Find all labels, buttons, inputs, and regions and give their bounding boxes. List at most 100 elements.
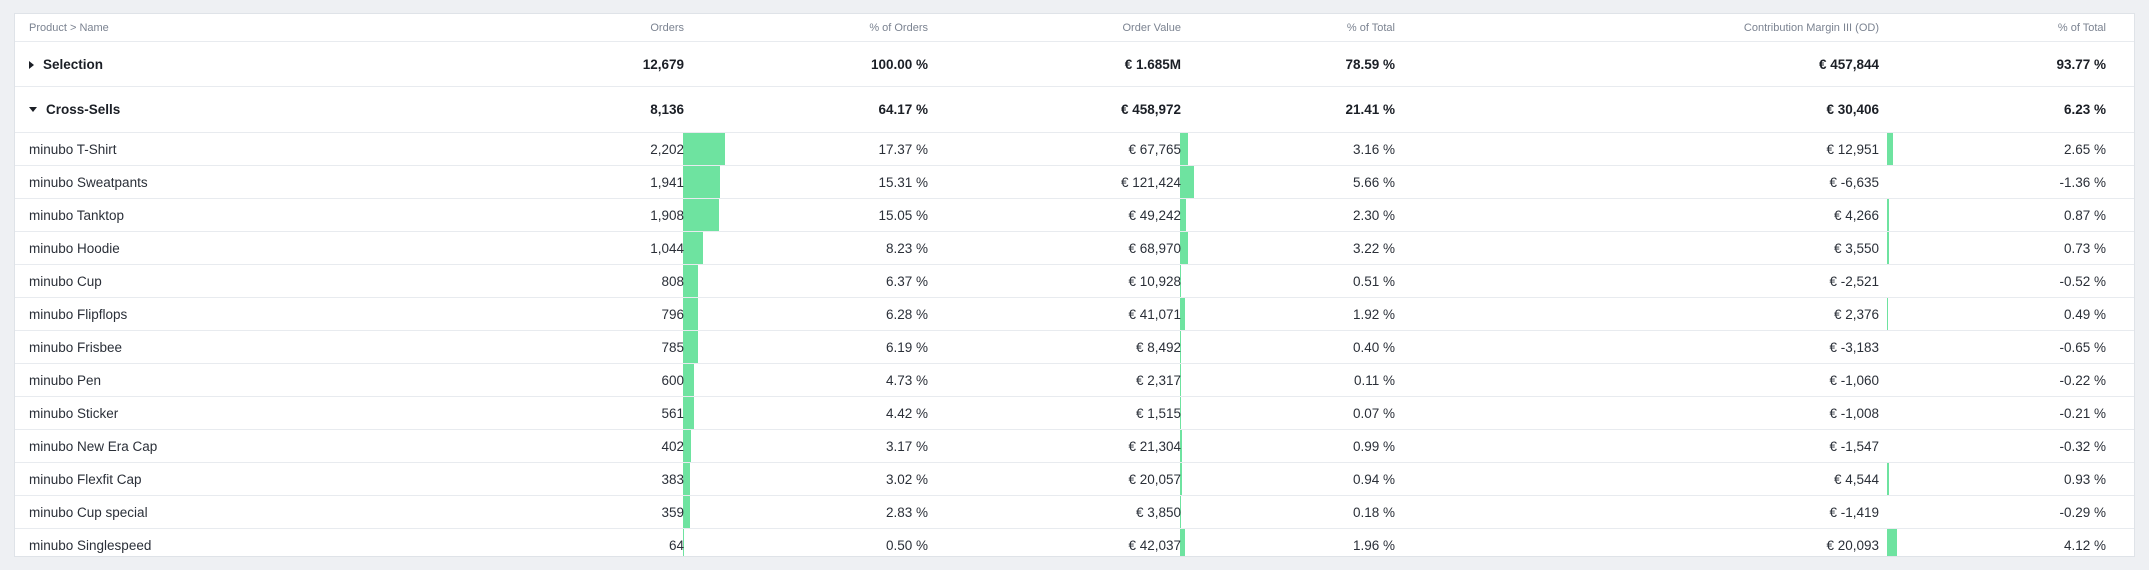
order-value-share-bar [1180, 166, 1194, 198]
table-row[interactable]: minubo Pen 600 4.73 % € 2,317 0.11 % € -1,060… [15, 364, 2134, 397]
product-name-cell: minubo Cup special [29, 504, 148, 520]
pct-orders-cell: 4.73 % [885, 372, 928, 388]
group-label: Cross-Sells [46, 102, 121, 117]
orders-share-bar [683, 364, 695, 396]
column-header-contribution-margin[interactable]: Contribution Margin III (OD) [1743, 21, 1879, 34]
order-value-cell: € 67,765 [1128, 141, 1181, 157]
orders-share-bar [683, 298, 699, 330]
table-row[interactable]: minubo Cup special 359 2.83 % € 3,850 0.18 %… [15, 496, 2134, 529]
pct-total-contribution-margin-cell: 0.49 % [2063, 306, 2106, 322]
pct-orders-cell: 8.23 % [885, 240, 928, 256]
table-row[interactable]: minubo Hoodie 1,044 8.23 % € 68,970 3.22 % € … [15, 232, 2134, 265]
orders-cell: 8,136 [650, 102, 684, 117]
pct-total-contribution-margin-cell: -0.65 % [2059, 339, 2106, 355]
order-value-cell: € 10,928 [1128, 273, 1181, 289]
pct-total-contribution-margin-cell: -0.21 % [2059, 405, 2106, 421]
orders-share-bar [683, 199, 720, 231]
contribution-margin-cell: € 12,951 [1826, 141, 1879, 157]
contribution-margin-share-bar [1887, 232, 1889, 264]
order-value-share-bar [1180, 199, 1186, 231]
product-name-cell: minubo Hoodie [29, 240, 120, 256]
column-header-pct-total-contribution-margin[interactable]: % of Total [2057, 21, 2106, 34]
column-header-name[interactable]: Product > Name [29, 21, 109, 34]
order-value-share-bar [1180, 430, 1183, 462]
pct-total-order-value-cell: 5.66 % [1352, 174, 1395, 190]
table-row[interactable]: minubo New Era Cap 402 3.17 % € 21,304 0.99 … [15, 430, 2134, 463]
table-row[interactable]: minubo Sweatpants 1,941 15.31 % € 121,424 5.… [15, 166, 2134, 199]
pct-total-contribution-margin-cell: 93.77 % [2056, 57, 2106, 72]
orders-share-bar [683, 529, 685, 556]
pct-total-contribution-margin-cell: 0.73 % [2063, 240, 2106, 256]
orders-cell: 1,908 [650, 207, 684, 223]
pct-orders-cell: 6.37 % [885, 273, 928, 289]
contribution-margin-share-bar [1887, 463, 1890, 495]
order-value-share-bar [1180, 529, 1185, 556]
pct-total-order-value-cell: 0.51 % [1352, 273, 1395, 289]
contribution-margin-cell: € -1,008 [1829, 405, 1879, 421]
order-value-cell: € 42,037 [1128, 537, 1181, 553]
contribution-margin-cell: € 20,093 [1826, 537, 1879, 553]
contribution-margin-cell: € -1,419 [1829, 504, 1879, 520]
orders-cell: 796 [661, 306, 684, 322]
pct-orders-cell: 15.05 % [878, 207, 928, 223]
pct-total-order-value-cell: 3.22 % [1352, 240, 1395, 256]
group-row-selection[interactable]: Selection 12,679 100.00 % € 1.685M 78.59 % € … [15, 43, 2134, 87]
pct-orders-cell: 4.42 % [885, 405, 928, 421]
pct-total-contribution-margin-cell: 2.65 % [2063, 141, 2106, 157]
order-value-share-bar [1180, 496, 1181, 528]
table-row[interactable]: minubo Sticker 561 4.42 % € 1,515 0.07 % € -1… [15, 397, 2134, 430]
contribution-margin-cell: € -6,635 [1829, 174, 1879, 190]
pct-orders-cell: 0.50 % [885, 537, 928, 553]
table-row[interactable]: minubo Flexfit Cap 383 3.02 % € 20,057 0.94 … [15, 463, 2134, 496]
orders-share-bar [683, 133, 725, 165]
table-row[interactable]: minubo Flipflops 796 6.28 % € 41,071 1.92 % €… [15, 298, 2134, 331]
contribution-margin-share-bar [1887, 298, 1889, 330]
contribution-margin-cell: € -1,060 [1829, 372, 1879, 388]
column-header-pct-total-order-value[interactable]: % of Total [1346, 21, 1395, 34]
pct-orders-cell: 6.19 % [885, 339, 928, 355]
table-row[interactable]: minubo Cup 808 6.37 % € 10,928 0.51 % € -2,52… [15, 265, 2134, 298]
order-value-share-bar [1180, 265, 1182, 297]
report-table: Product > Name Orders % of Orders Order … [14, 13, 2135, 557]
product-name-cell: minubo Frisbee [29, 339, 123, 355]
pct-total-contribution-margin-cell: 4.12 % [2063, 537, 2106, 553]
caret-right-icon[interactable] [29, 60, 34, 69]
orders-share-bar [683, 430, 691, 462]
orders-share-bar [683, 397, 694, 429]
order-value-share-bar [1180, 364, 1181, 396]
contribution-margin-cell: € -2,521 [1829, 273, 1879, 289]
contribution-margin-cell: € 30,406 [1826, 102, 1879, 117]
order-value-cell: € 41,071 [1128, 306, 1181, 322]
table-row[interactable]: minubo Frisbee 785 6.19 % € 8,492 0.40 % € -3… [15, 331, 2134, 364]
order-value-cell: € 49,242 [1128, 207, 1181, 223]
table-row[interactable]: minubo Singlespeed 64 0.50 % € 42,037 1.96 %… [15, 529, 2134, 556]
order-value-cell: € 68,970 [1128, 240, 1181, 256]
orders-cell: 600 [661, 372, 684, 388]
contribution-margin-cell: € 4,266 [1833, 207, 1879, 223]
pct-total-contribution-margin-cell: -1.36 % [2059, 174, 2106, 190]
order-value-share-bar [1180, 298, 1185, 330]
table-header: Product > Name Orders % of Orders Order … [15, 14, 2134, 42]
contribution-margin-cell: € -1,547 [1829, 438, 1879, 454]
column-header-orders[interactable]: Orders [650, 21, 684, 34]
group-name-cell[interactable]: Selection [29, 43, 103, 86]
product-name-cell: minubo Cup [29, 273, 102, 289]
product-name-cell: minubo Flipflops [29, 306, 128, 322]
column-header-order-value[interactable]: Order Value [1122, 21, 1182, 34]
group-name-cell[interactable]: Cross-Sells [29, 87, 120, 132]
table-row[interactable]: minubo Tanktop 1,908 15.05 % € 49,242 2.30 %… [15, 199, 2134, 232]
group-row-cross-sells[interactable]: Cross-Sells 8,136 64.17 % € 458,972 21.41 % €… [15, 87, 2134, 133]
order-value-share-bar [1180, 133, 1188, 165]
order-value-cell: € 458,972 [1120, 102, 1181, 117]
caret-down-icon[interactable] [29, 107, 37, 112]
contribution-margin-share-bar [1887, 529, 1897, 556]
orders-cell: 402 [661, 438, 684, 454]
product-name-cell: minubo Pen [29, 372, 102, 388]
product-name-cell: minubo Sweatpants [29, 174, 148, 190]
pct-total-order-value-cell: 0.94 % [1352, 471, 1395, 487]
pct-total-contribution-margin-cell: 0.93 % [2063, 471, 2106, 487]
pct-orders-cell: 6.28 % [885, 306, 928, 322]
table-row[interactable]: minubo T-Shirt 2,202 17.37 % € 67,765 3.16 %… [15, 133, 2134, 166]
contribution-margin-cell: € 457,844 [1818, 57, 1879, 72]
column-header-pct-orders[interactable]: % of Orders [869, 21, 928, 34]
